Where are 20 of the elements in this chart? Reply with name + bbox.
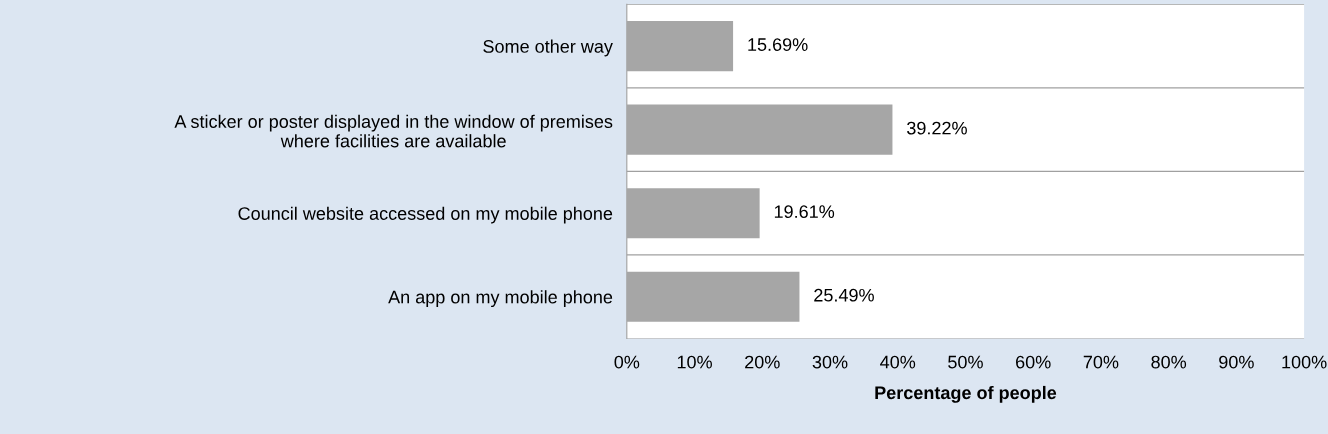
x-tick-label: 30% [812,355,848,369]
data-label: 25.49% [814,288,874,302]
x-tick-label: 80% [1151,355,1187,369]
data-label: 19.61% [774,205,835,219]
x-tick-label: 40% [880,355,916,369]
x-tick-label: 10% [677,355,712,369]
y-tick-label: An app on my mobile phone [388,290,613,308]
y-tick-label: Council website accessed on my mobile phone [238,206,613,224]
x-tick-label: 70% [1083,355,1119,369]
data-label: 15.69% [748,38,808,51]
x-tick-label: 90% [1219,355,1254,369]
x-tick-label: 20% [745,355,780,369]
x-tick-label: 0% [614,355,640,369]
x-tick-label: 60% [1016,355,1051,369]
x-tick-label: 100% [1282,355,1327,369]
y-tick-label: Some other way [483,39,613,57]
x-tick-label: 50% [948,355,983,369]
x-axis-title: Percentage of people [875,385,1057,403]
data-label: 39.22% [907,121,967,135]
y-tick-label: A sticker or poster displayed in the window of premises where facilities are available [174,114,613,148]
